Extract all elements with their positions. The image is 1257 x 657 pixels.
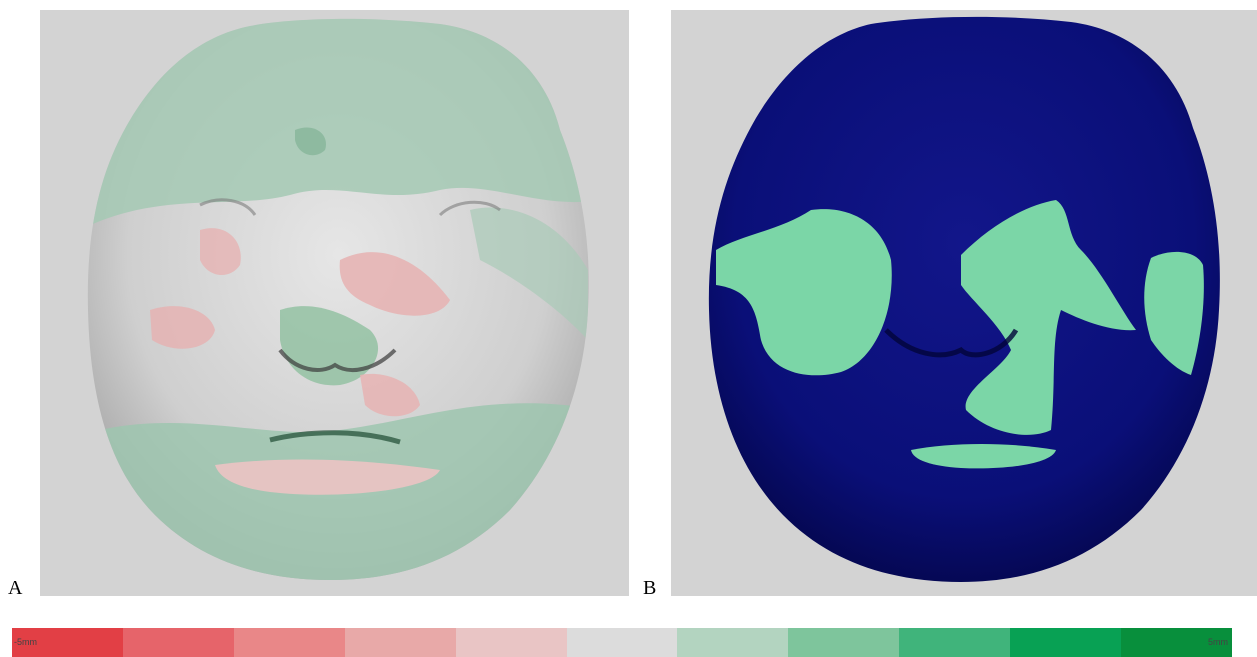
scale-max-label: 5mm <box>1208 637 1228 647</box>
nose-cheek-region <box>961 200 1136 435</box>
panel-b-label: B <box>643 577 657 599</box>
lip-region <box>911 444 1056 469</box>
panel-a-label: A <box>8 577 23 599</box>
scale-swatch <box>677 628 789 657</box>
scale-swatch <box>1010 628 1122 657</box>
color-scale-bar: -5mm 5mm <box>12 628 1232 657</box>
green-patch <box>295 127 326 156</box>
red-patch <box>339 252 450 316</box>
scale-swatch <box>455 628 567 657</box>
nostrils <box>278 348 397 372</box>
face-deviation-map <box>87 18 589 580</box>
red-patch <box>200 228 241 276</box>
scale-swatch <box>233 628 345 657</box>
red-patch <box>215 459 440 495</box>
red-patch <box>150 306 215 349</box>
scale-swatch <box>899 628 1011 657</box>
scale-swatch <box>1121 628 1232 657</box>
right-eye-crease <box>438 200 501 217</box>
scale-swatch <box>566 628 678 657</box>
face-threshold-map <box>708 16 1220 582</box>
left-eye-crease <box>199 198 257 216</box>
face-deviation-panel-a <box>40 10 629 596</box>
nose-green-region <box>280 306 379 386</box>
scale-swatch <box>344 628 456 657</box>
forehead-green-region <box>87 18 589 230</box>
left-cheek-region <box>716 209 892 376</box>
scale-min-label: -5mm <box>14 637 37 647</box>
cheek-green-region <box>470 207 588 340</box>
right-cheek-region <box>1144 251 1204 375</box>
face-mask-panel-b <box>671 10 1257 596</box>
scale-swatch <box>12 628 123 657</box>
nostrils <box>884 328 1019 358</box>
face-surface <box>708 16 1220 582</box>
mouth-line <box>269 430 401 445</box>
scale-swatch <box>122 628 234 657</box>
scale-swatch <box>788 628 900 657</box>
red-patch <box>360 373 420 417</box>
